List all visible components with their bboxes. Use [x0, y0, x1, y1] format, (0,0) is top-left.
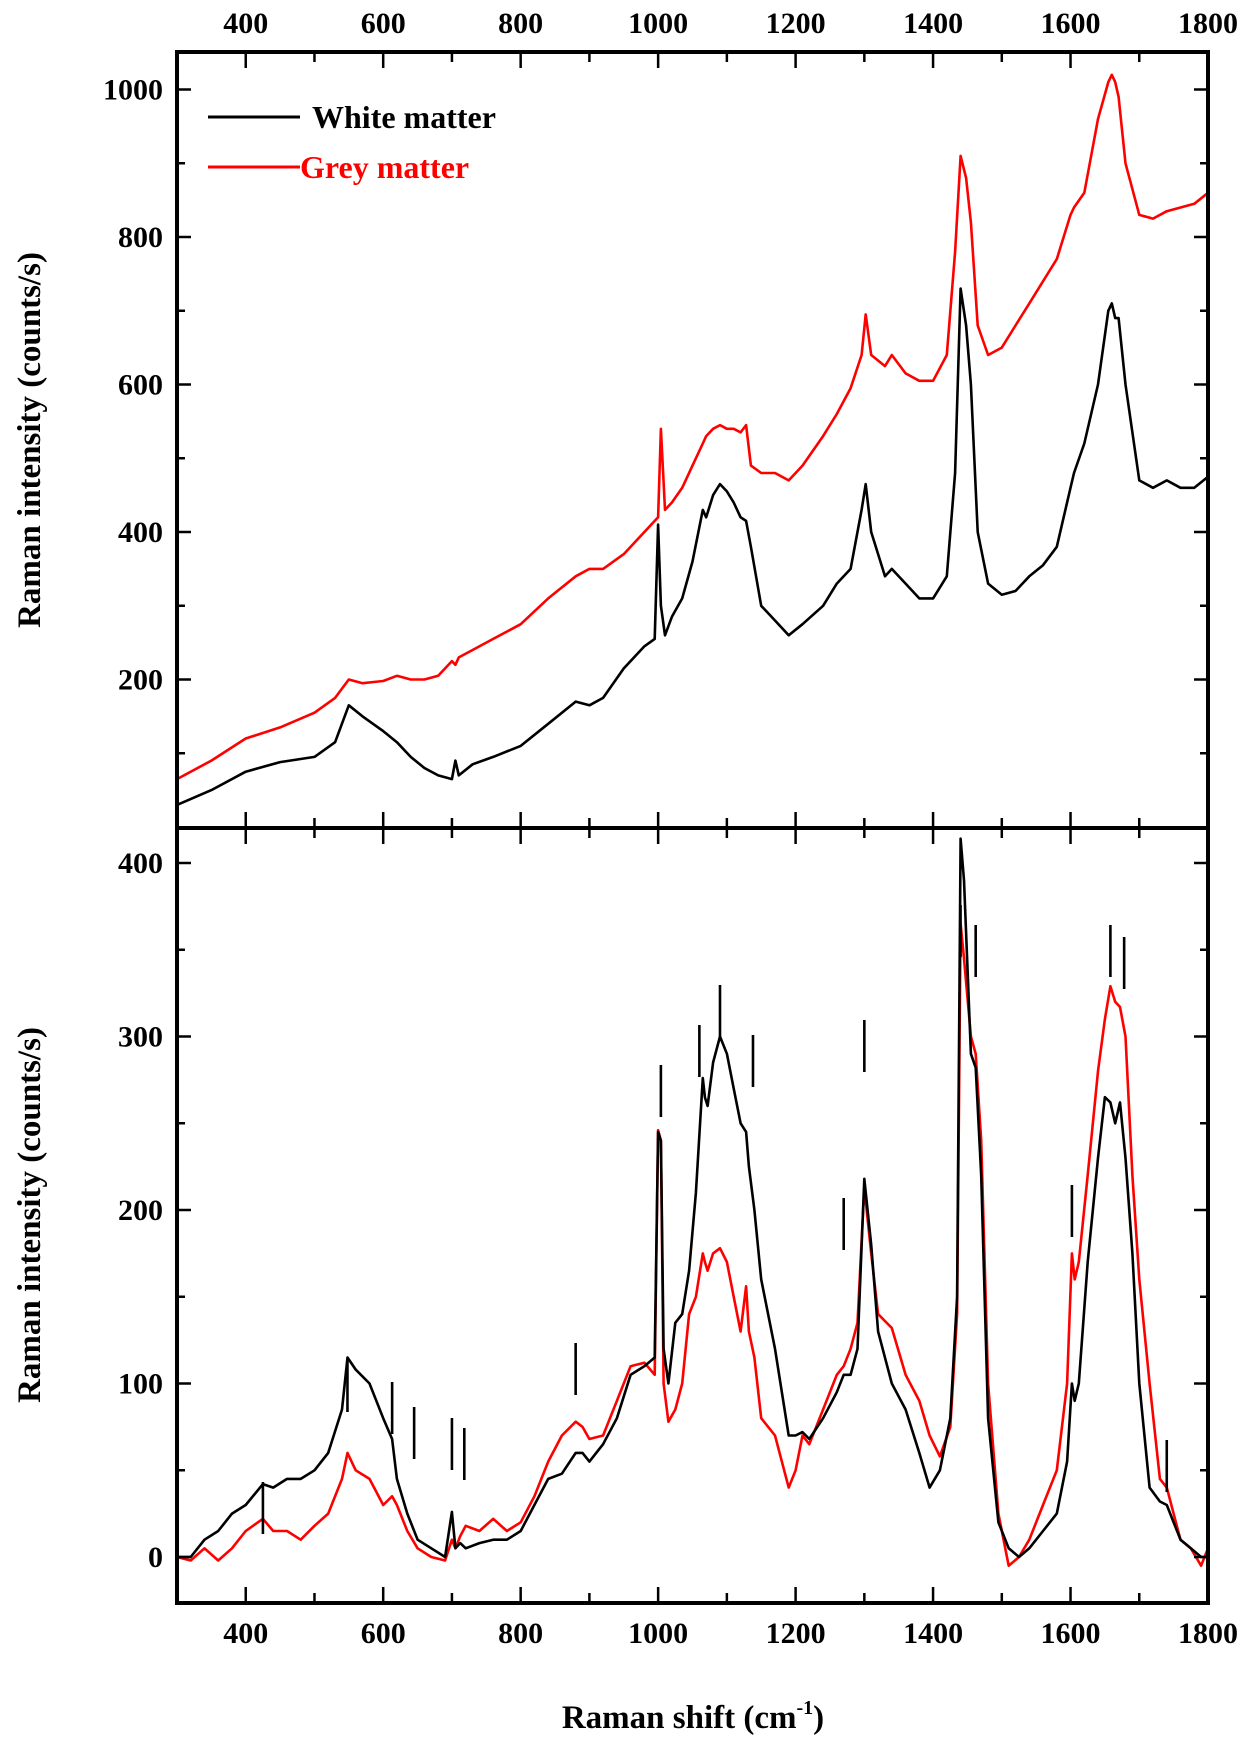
x-tick-label: 1600	[1041, 7, 1101, 40]
x-tick-label: 1400	[903, 1617, 963, 1650]
bottom-panel-frame	[175, 826, 1210, 1605]
bottom-panel-curves	[176, 837, 1210, 1567]
x-tick-label: 1400	[903, 7, 963, 40]
legend: White matter Grey matter	[208, 99, 496, 185]
top-panel-curves	[176, 73, 1209, 807]
bottom-y-axis-title: Raman intensity (counts/s)	[12, 1027, 48, 1403]
y-tick-label: 100	[118, 1368, 163, 1401]
y-tick-label: 400	[118, 847, 163, 880]
x-tick-label: 1200	[766, 1617, 826, 1650]
x-axis-title-main: Raman shift (cm	[562, 1700, 797, 1736]
y-tick-label: 400	[118, 516, 163, 549]
y-tick-label: 200	[118, 1194, 163, 1227]
y-tick-label: 1000	[103, 74, 163, 107]
grey-matter-spectrum	[176, 73, 1209, 781]
y-tick-label: 300	[118, 1021, 163, 1054]
x-tick-label: 800	[498, 1617, 543, 1650]
top-y-axis-title: Raman intensity (counts/s)	[12, 252, 48, 628]
peak-markers	[261, 905, 1169, 1534]
white-matter-spectrum	[176, 287, 1209, 807]
grey-matter-spectrum	[176, 922, 1210, 1567]
x-axis-title-superscript: -1	[796, 1697, 813, 1719]
x-tick-label: 800	[498, 7, 543, 40]
bottom-panel-plot: 0 100 200 300 400	[118, 826, 1210, 1605]
x-tick-label: 1000	[628, 7, 688, 40]
x-axis-title-close: )	[813, 1700, 824, 1736]
top-y-tick-labels: 200 400 600 800 1000	[103, 74, 163, 697]
x-tick-label: 600	[361, 7, 406, 40]
bottom-panel-ticks	[177, 828, 1208, 1603]
x-tick-label: 1600	[1041, 1617, 1101, 1650]
y-tick-label: 600	[118, 369, 163, 402]
bottom-x-tick-labels: 400 600 800 1000 1200 1400 1600 1800	[223, 1617, 1238, 1650]
x-tick-label: 1800	[1178, 1617, 1238, 1650]
legend-label-grey-matter: Grey matter	[300, 149, 469, 185]
x-tick-label: 1800	[1178, 7, 1238, 40]
x-tick-label: 1000	[628, 1617, 688, 1650]
x-tick-label: 400	[223, 1617, 268, 1650]
top-x-tick-labels: 400 600 800 1000 1200 1400 1600 1800	[223, 7, 1238, 40]
x-tick-label: 1200	[766, 7, 826, 40]
legend-label-white-matter: White matter	[312, 99, 496, 135]
bottom-y-tick-labels: 0 100 200 300 400	[118, 847, 163, 1574]
x-axis-title: Raman shift (cm-1)	[562, 1697, 824, 1736]
y-tick-label: 0	[148, 1541, 163, 1574]
white-matter-spectrum	[177, 837, 1208, 1559]
y-tick-label: 200	[118, 664, 163, 697]
y-tick-label: 800	[118, 221, 163, 254]
x-tick-label: 600	[361, 1617, 406, 1650]
x-tick-label: 400	[223, 7, 268, 40]
